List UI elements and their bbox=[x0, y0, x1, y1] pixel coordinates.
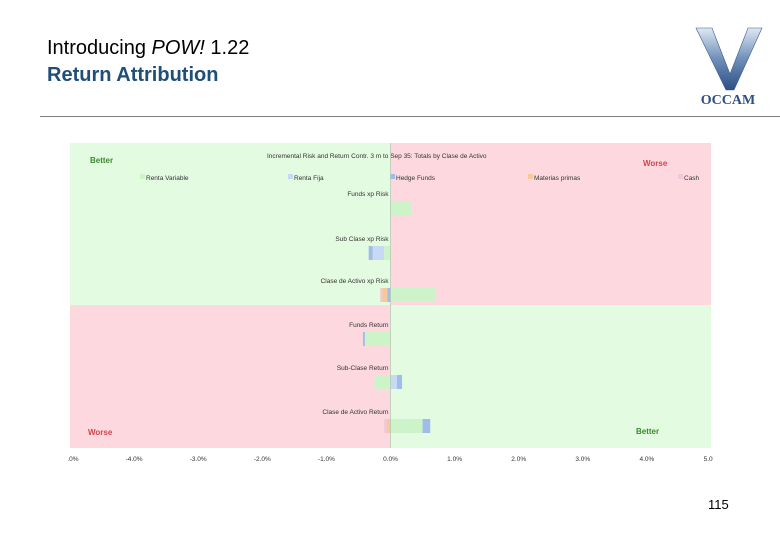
x-tick-label-7: 2.0% bbox=[511, 456, 526, 463]
x-tick-label-3: -2.0% bbox=[254, 456, 271, 463]
legend-swatch-3 bbox=[528, 174, 533, 179]
bar-1-2 bbox=[368, 246, 373, 260]
x-tick-label-4: -1.0% bbox=[318, 456, 335, 463]
x-tick-label-1: -4.0% bbox=[126, 456, 143, 463]
bar-3-2 bbox=[362, 332, 365, 346]
bar-0-0 bbox=[390, 201, 412, 215]
bar-2-0 bbox=[390, 288, 436, 302]
category-label-0: Funds xp Risk bbox=[347, 191, 389, 198]
title-prefix: Introducing bbox=[47, 37, 152, 59]
legend-item-1: Renta Fija bbox=[294, 175, 324, 182]
quadrant-bottom-left-bg bbox=[70, 305, 391, 448]
legend-swatch-0 bbox=[140, 174, 145, 179]
legend-swatch-2 bbox=[390, 174, 395, 179]
x-tick-label-5: 0.0% bbox=[383, 456, 398, 463]
occam-v-logo-icon: OCCAM bbox=[690, 24, 766, 108]
bar-2-2 bbox=[387, 288, 391, 302]
title-version: 1.22 bbox=[204, 37, 250, 59]
quadrant-top-right-bg bbox=[390, 143, 711, 305]
category-label-1: Sub Clase xp Risk bbox=[335, 236, 389, 243]
x-tick-label-8: 3.0% bbox=[575, 456, 590, 463]
bar-4-0 bbox=[374, 375, 391, 389]
bar-5-2 bbox=[422, 419, 431, 433]
legend-swatch-4 bbox=[678, 174, 683, 179]
bar-2-4 bbox=[380, 288, 383, 302]
quadrant-label-bottom-left: Worse bbox=[88, 428, 113, 437]
category-label-4: Sub-Clase Return bbox=[337, 365, 389, 372]
legend-item-0: Renta Variable bbox=[146, 175, 189, 182]
attribution-chart: Better Worse Worse Better Incremental Risk a… bbox=[68, 143, 713, 465]
legend-item-3: Materias primas bbox=[534, 175, 581, 182]
quadrant-label-bottom-right: Better bbox=[636, 427, 659, 436]
bar-3-0 bbox=[364, 332, 391, 346]
title-product-name: POW! bbox=[151, 37, 205, 59]
legend-item-2: Hedge Funds bbox=[396, 175, 436, 182]
bar-1-1 bbox=[372, 246, 385, 260]
x-tick-label-6: 1.0% bbox=[447, 456, 462, 463]
slide-subtitle: Return Attribution bbox=[47, 64, 219, 86]
x-tick-label-9: 4.0% bbox=[639, 456, 654, 463]
bar-2-3 bbox=[382, 288, 388, 302]
bar-5-3 bbox=[386, 419, 391, 433]
quadrant-top-left-bg bbox=[70, 143, 391, 305]
quadrant-label-top-right: Worse bbox=[643, 159, 668, 168]
logo-text: OCCAM bbox=[701, 93, 755, 108]
x-tick-label-2: -3.0% bbox=[190, 456, 207, 463]
category-label-5: Clase de Activo Return bbox=[322, 409, 389, 416]
slide-title: Introducing POW! 1.22 bbox=[47, 36, 249, 60]
legend-item-4: Cash bbox=[684, 175, 700, 182]
chart-title: Incremental Risk and Return Contr. 3 m t… bbox=[267, 153, 487, 160]
bar-5-0 bbox=[390, 419, 423, 433]
x-tick-label-0: -5.0% bbox=[68, 456, 79, 463]
bar-5-4 bbox=[384, 419, 387, 433]
bar-1-0 bbox=[384, 246, 391, 260]
quadrant-label-top-left: Better bbox=[90, 156, 113, 165]
bar-4-1 bbox=[390, 375, 397, 389]
quadrant-bottom-right-bg bbox=[390, 305, 711, 448]
header-divider bbox=[40, 116, 780, 117]
bar-4-2 bbox=[396, 375, 403, 389]
category-label-3: Funds Return bbox=[349, 322, 389, 329]
x-tick-label-10: 5.0% bbox=[704, 456, 713, 463]
category-label-2: Clase de Activo xp Risk bbox=[321, 278, 390, 285]
legend-swatch-1 bbox=[288, 174, 293, 179]
page-number: 115 bbox=[708, 497, 729, 512]
